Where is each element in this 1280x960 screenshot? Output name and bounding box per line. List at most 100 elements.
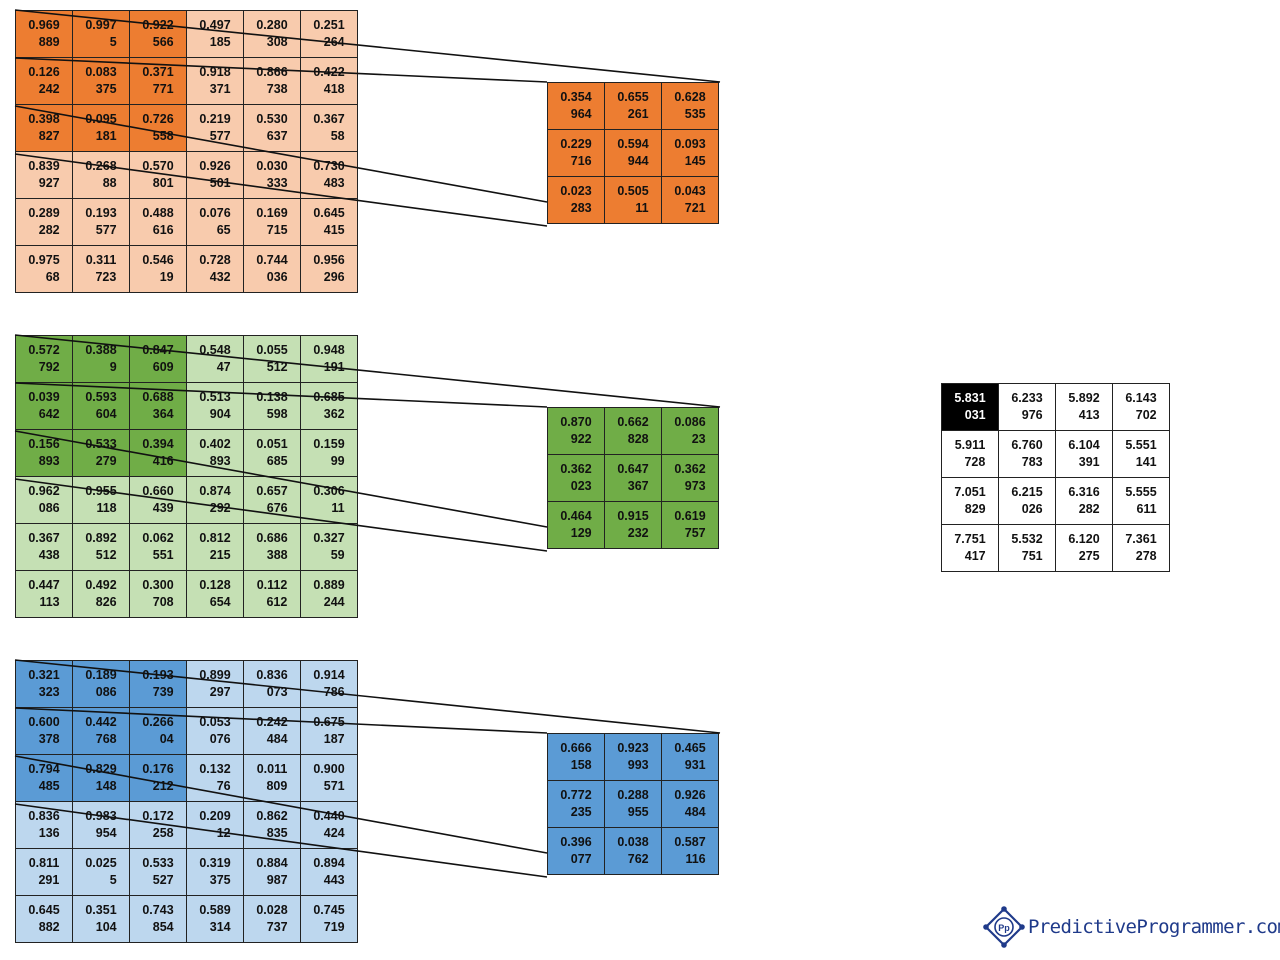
output-cell: 6.215 026 bbox=[998, 477, 1056, 525]
output-cell: 6.760 783 bbox=[998, 430, 1056, 478]
input-orange-cell: 0.219 577 bbox=[186, 104, 244, 152]
kernel-orange-cell: 0.229 716 bbox=[547, 129, 605, 177]
input-blue-cell: 0.533 527 bbox=[129, 848, 187, 896]
input-orange-cell: 0.546 19 bbox=[129, 245, 187, 293]
kernel-orange-cell: 0.594 944 bbox=[604, 129, 662, 177]
kernel-orange-cell: 0.043 721 bbox=[661, 176, 719, 224]
output-cell: 5.831 031 bbox=[941, 383, 999, 431]
kernel-blue-cell: 0.923 993 bbox=[604, 733, 662, 781]
kernel-green-cell: 0.662 828 bbox=[604, 407, 662, 455]
input-blue-cell: 0.321 323 bbox=[15, 660, 73, 708]
input-green-cell: 0.572 792 bbox=[15, 335, 73, 383]
output-cell: 6.233 976 bbox=[998, 383, 1056, 431]
input-orange-cell: 0.918 371 bbox=[186, 57, 244, 105]
input-green-cell: 0.892 512 bbox=[72, 523, 130, 571]
input-green-cell: 0.300 708 bbox=[129, 570, 187, 618]
kernel-orange-cell: 0.023 283 bbox=[547, 176, 605, 224]
input-green-cell: 0.513 904 bbox=[186, 382, 244, 430]
input-blue-cell: 0.20912 bbox=[186, 801, 244, 849]
input-orange-cell: 0.922566 bbox=[129, 10, 187, 58]
input-green-cell: 0.327 59 bbox=[300, 523, 358, 571]
input-green-cell: 0.874 292 bbox=[186, 476, 244, 524]
kernel-green-cell: 0.464 129 bbox=[547, 501, 605, 549]
projection-line bbox=[14, 803, 548, 878]
input-green-cell: 0.128 654 bbox=[186, 570, 244, 618]
kernel-matrix-blue: 0.666 158 0.923 993 0.465 931 0.772 235 0.288 955… bbox=[547, 733, 719, 875]
kernel-orange-cell: 0.093 145 bbox=[661, 129, 719, 177]
input-orange-cell: 0.744 036 bbox=[243, 245, 301, 293]
input-orange-cell: 0.289 282 bbox=[15, 198, 73, 246]
input-matrix-blue: 0.3213230.1890860.1937390.8992970.836073… bbox=[15, 660, 358, 943]
input-green-cell: 0.593 604 bbox=[72, 382, 130, 430]
logo: Pp bbox=[982, 905, 1252, 951]
input-blue-cell: 0.914 786 bbox=[300, 660, 358, 708]
projection-line bbox=[14, 478, 548, 552]
kernel-green-cell: 0.362 973 bbox=[661, 454, 719, 502]
input-green-cell: 0.962 086 bbox=[15, 476, 73, 524]
output-matrix: 5.831 031 6.233 976 5.892 413 6.143 702 5.911 728… bbox=[941, 383, 1170, 572]
input-orange-cell: 0.530 637 bbox=[243, 104, 301, 152]
input-orange-cell: 0.193 577 bbox=[72, 198, 130, 246]
kernel-blue-cell: 0.666 158 bbox=[547, 733, 605, 781]
output-cell: 5.532 751 bbox=[998, 524, 1056, 572]
input-blue-cell: 0.442 768 bbox=[72, 707, 130, 755]
input-green-cell: 0.660 439 bbox=[129, 476, 187, 524]
input-orange-cell: 0.126 242 bbox=[15, 57, 73, 105]
input-green-cell: 0.492 826 bbox=[72, 570, 130, 618]
projection-line bbox=[14, 382, 548, 408]
projection-line bbox=[14, 659, 721, 734]
input-green-cell: 0.112 612 bbox=[243, 570, 301, 618]
logo-mark: Pp bbox=[998, 923, 1010, 933]
input-green-cell: 0.686 388 bbox=[243, 523, 301, 571]
input-orange-cell: 0.169 715 bbox=[243, 198, 301, 246]
kernel-green-cell: 0.362 023 bbox=[547, 454, 605, 502]
input-orange-cell: 0.839 927 bbox=[15, 151, 73, 199]
input-orange-cell: 0.367 58 bbox=[300, 104, 358, 152]
projection-line bbox=[14, 105, 548, 203]
kernel-blue-cell: 0.396 077 bbox=[547, 827, 605, 875]
input-blue-cell: 0.811 291 bbox=[15, 848, 73, 896]
kernel-green-cell: 0.647 367 bbox=[604, 454, 662, 502]
input-blue-cell: 0.600 378 bbox=[15, 707, 73, 755]
output-cell: 5.911 728 bbox=[941, 430, 999, 478]
input-green-cell: 0.447 113 bbox=[15, 570, 73, 618]
input-blue-cell: 0.132 76 bbox=[186, 754, 244, 802]
output-cell: 6.316 282 bbox=[1055, 477, 1113, 525]
input-blue-cell: 0.193739 bbox=[129, 660, 187, 708]
kernel-blue-cell: 0.288 955 bbox=[604, 780, 662, 828]
input-blue-cell: 0.862 835 bbox=[243, 801, 301, 849]
kernel-orange-cell: 0.505 11 bbox=[604, 176, 662, 224]
input-blue-cell: 0.351 104 bbox=[72, 895, 130, 943]
projection-line bbox=[14, 153, 548, 227]
input-blue-cell: 0.053 076 bbox=[186, 707, 244, 755]
input-blue-cell: 0.900 571 bbox=[300, 754, 358, 802]
input-blue-cell: 0.899 297 bbox=[186, 660, 244, 708]
input-blue-cell: 0.794 485 bbox=[15, 754, 73, 802]
input-orange-cell: 0.570 801 bbox=[129, 151, 187, 199]
kernel-green-cell: 0.870 922 bbox=[547, 407, 605, 455]
input-blue-cell: 0.884 987 bbox=[243, 848, 301, 896]
input-blue-cell: 0.176 212 bbox=[129, 754, 187, 802]
input-orange-cell: 0.497 185 bbox=[186, 10, 244, 58]
input-matrix-green: 0.5727920.38890.8476090.548470.0555120.9… bbox=[15, 335, 358, 618]
input-orange-cell: 0.956 296 bbox=[300, 245, 358, 293]
kernel-orange-cell: 0.655 261 bbox=[604, 82, 662, 130]
input-blue-cell: 0.675187 bbox=[300, 707, 358, 755]
input-green-cell: 0.402 893 bbox=[186, 429, 244, 477]
kernel-orange-cell: 0.628 535 bbox=[661, 82, 719, 130]
input-orange-cell: 0.311 723 bbox=[72, 245, 130, 293]
output-cell: 7.751 417 bbox=[941, 524, 999, 572]
input-blue-cell: 0.319 375 bbox=[186, 848, 244, 896]
output-cell: 7.361 278 bbox=[1112, 524, 1170, 572]
logo-diamond-icon: Pp bbox=[983, 906, 1025, 948]
logo-text: PredictiveProgrammer.com bbox=[1028, 916, 1280, 938]
kernel-green-cell: 0.915 232 bbox=[604, 501, 662, 549]
input-green-cell: 0.889 244 bbox=[300, 570, 358, 618]
input-green-cell: 0.051 685 bbox=[243, 429, 301, 477]
input-orange-cell: 0.866 738 bbox=[243, 57, 301, 105]
input-orange-cell: 0.728 432 bbox=[186, 245, 244, 293]
input-blue-cell: 0.894 443 bbox=[300, 848, 358, 896]
input-blue-cell: 0.589 314 bbox=[186, 895, 244, 943]
